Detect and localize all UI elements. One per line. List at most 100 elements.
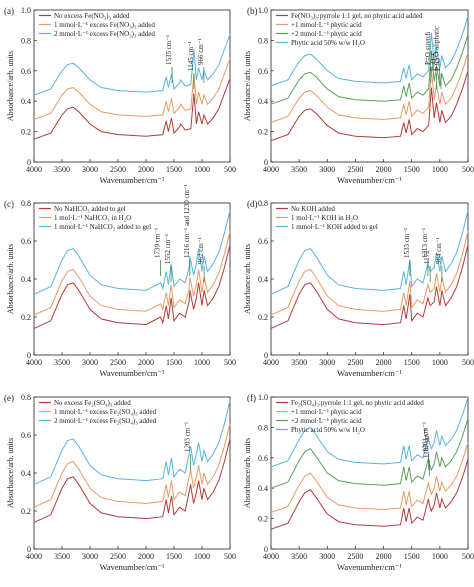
x-tick-label: 3500: [291, 165, 307, 174]
plot-frame: [270, 396, 469, 550]
legend-entry: 1 mmol·L⁻¹ excess Fe₂(SO₄)₃ added: [54, 408, 157, 416]
y-tick-label: 0.8: [258, 199, 268, 208]
legend-entry: Phytic acid 50% w/w H₂O: [291, 39, 365, 47]
legend-entry: 1 mmol·L⁻¹ NaHCO₃ added to gel: [54, 223, 151, 231]
chart-panel: 4000 3500 3000 2500 2000 1500 1000 500 0 0.2 0.4 0.…: [4, 184, 236, 378]
x-tick-label: 2000: [376, 552, 392, 561]
y-tick-label: 0.4: [258, 275, 268, 284]
y-tick-label: 0: [264, 545, 268, 554]
y-tick-label: 0.2: [258, 128, 268, 137]
x-tick-label: 3500: [54, 165, 70, 174]
x-tick-label: 4000: [263, 552, 279, 561]
series-line: [33, 78, 231, 140]
legend-entry: +2 mmol·L⁻¹ phytic acid: [291, 30, 362, 38]
x-tick-label: 3000: [82, 358, 98, 367]
x-axis-label: Wavenumber/cm⁻¹: [100, 175, 165, 185]
y-tick-label: 0.8: [258, 36, 268, 45]
chart-panel: 4000 3500 3000 2500 2000 1500 1000 500 0 0.2 0.4 0.…: [243, 6, 474, 185]
y-tick-label: 0.2: [21, 313, 31, 322]
y-tick-label: 0.8: [258, 423, 268, 432]
series-line: [33, 244, 231, 329]
legend-entry: No NaHCO₃ added to gel: [54, 205, 126, 213]
y-tick-label: 0: [264, 158, 268, 167]
x-axis-label: Wavenumber/cm⁻¹: [337, 175, 402, 185]
x-tick-label: 4000: [26, 552, 42, 561]
x-tick-label: 2500: [347, 552, 363, 561]
x-tick-label: 500: [224, 358, 236, 367]
x-tick-label: 4000: [263, 165, 279, 174]
legend-entry: Phytic acid 50% w/w H₂O: [291, 426, 365, 434]
legend-entry: Fe(NO₃)₃:pyrrole 1:1 gel, no phytic acid…: [291, 12, 423, 20]
x-tick-label: 500: [224, 165, 236, 174]
y-axis-label: Absorbance/arb. units: [243, 51, 252, 121]
series-line: [33, 423, 231, 508]
peak-annotation: 962 cm⁻¹: [197, 237, 205, 264]
x-tick-label: 500: [462, 358, 474, 367]
x-tick-label: 1000: [194, 165, 210, 174]
peak-annotation: P–O–C: [429, 50, 437, 71]
legend-entry: No excess Fe(NO₃)₃ added: [54, 12, 130, 20]
y-tick-label: 0.2: [258, 313, 268, 322]
panel-label: (a): [4, 6, 14, 16]
chart-panel: 4000 3500 3000 2500 2000 1500 1000 500 0 0.2 0.4 0.…: [243, 393, 474, 572]
peak-annotation: 1213 cm⁻¹: [421, 228, 429, 258]
x-axis-label: Wavenumber/cm⁻¹: [100, 368, 165, 378]
legend-entry: +2 mmol·L⁻¹ phytic acid: [291, 417, 362, 425]
x-tick-label: 2500: [110, 552, 126, 561]
y-tick-label: 1.0: [21, 6, 31, 15]
x-tick-label: 1500: [166, 165, 182, 174]
series-line: [270, 52, 469, 123]
y-axis-label: Absorbance/arb. units: [243, 244, 252, 314]
chart-panel: 4000 3500 3000 2500 2000 1500 1000 500 0 0.2 0.4 0.…: [4, 6, 236, 185]
x-tick-label: 500: [462, 552, 474, 561]
series-line: [270, 210, 469, 295]
y-axis-label: Absorbance/arb. units: [6, 438, 15, 508]
panel-label: (e): [4, 393, 14, 403]
y-tick-label: 0.6: [258, 454, 268, 463]
y-tick-label: 0.6: [21, 431, 31, 440]
series-line: [270, 244, 469, 329]
peak-annotation: 1216 cm⁻¹ and 1230 cm⁻¹: [183, 184, 191, 258]
y-tick-label: 0.8: [21, 393, 31, 402]
y-tick-label: 0.6: [21, 67, 31, 76]
y-tick-label: 0.2: [21, 507, 31, 516]
peak-annotation: 1187 cm⁻¹: [422, 428, 430, 458]
series-line: [270, 34, 469, 105]
plot-frame: [33, 9, 231, 163]
peak-annotation: P=O stretch: [424, 31, 432, 65]
panel-label: (c): [4, 199, 14, 209]
series-line: [270, 70, 469, 142]
y-tick-label: 0.6: [258, 67, 268, 76]
x-tick-label: 3500: [291, 358, 307, 367]
panel-label: (b): [247, 6, 258, 16]
series-line: [270, 442, 469, 513]
x-tick-label: 2000: [138, 358, 154, 367]
x-tick-label: 1500: [404, 358, 420, 367]
peak-annotation: 1203 cm⁻¹: [184, 422, 192, 452]
peak-annotation: 1201 cm⁻¹: [422, 422, 430, 452]
series-line: [33, 400, 231, 485]
legend-entry: +1 mmol·L⁻¹ phytic acid: [291, 408, 362, 416]
x-tick-label: 500: [462, 165, 474, 174]
x-axis-label: Wavenumber/cm⁻¹: [100, 562, 165, 572]
x-tick-label: 3000: [319, 358, 335, 367]
series-line: [33, 438, 231, 523]
y-tick-label: 0.4: [258, 97, 268, 106]
x-tick-label: 2500: [347, 165, 363, 174]
panel-label: (f): [247, 393, 256, 403]
legend-entry: No excess Fe₂(SO₄)₃ added: [54, 399, 131, 407]
x-tick-label: 2000: [138, 552, 154, 561]
y-tick-label: 0: [27, 158, 31, 167]
legend-entry: 1 mmol·L⁻¹ excess Fe(NO₃)₃ added: [54, 21, 155, 29]
y-tick-label: 0.2: [21, 128, 31, 137]
x-tick-label: 1500: [166, 358, 182, 367]
legend-entry: 2 mmol·L⁻¹ excess Fe(NO₃)₃ added: [54, 30, 155, 38]
x-tick-label: 2000: [376, 165, 392, 174]
x-tick-label: 1500: [166, 552, 182, 561]
peak-annotation: 964 cm⁻¹: [435, 237, 443, 264]
x-tick-label: 4000: [26, 165, 42, 174]
x-tick-label: 2500: [110, 165, 126, 174]
x-tick-label: 500: [224, 552, 236, 561]
x-tick-label: 1000: [194, 358, 210, 367]
